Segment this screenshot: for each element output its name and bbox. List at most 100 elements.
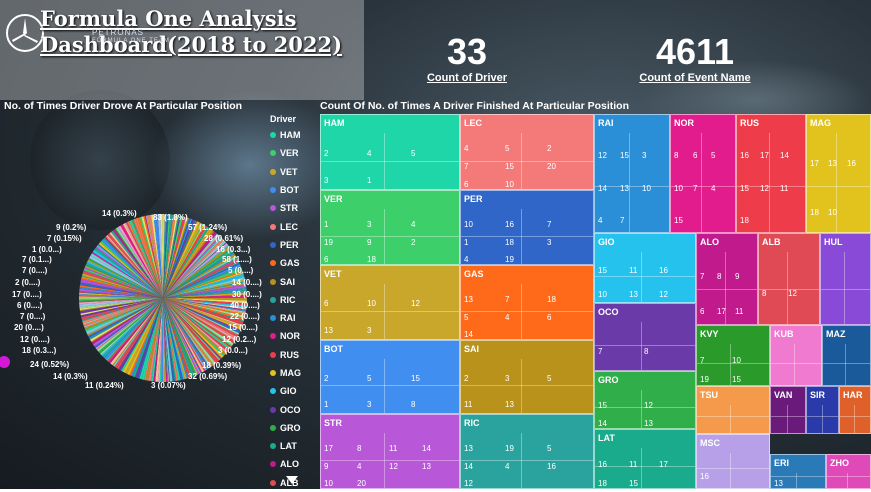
- pie-slice[interactable]: [124, 222, 163, 298]
- pie-slice[interactable]: [163, 298, 195, 377]
- pie-slice[interactable]: [163, 223, 204, 298]
- pie-slice[interactable]: [79, 298, 163, 302]
- treemap-tile-lec[interactable]: LEC 4 5 2 7 15 20 6 10: [460, 114, 594, 190]
- treemap-tile-oco[interactable]: OCO 7 8: [594, 303, 696, 371]
- pie-slice[interactable]: [163, 285, 247, 298]
- pie-slice[interactable]: [79, 298, 163, 303]
- pie-slice[interactable]: [163, 298, 246, 315]
- pie-slice[interactable]: [163, 298, 247, 308]
- pie-slice[interactable]: [163, 222, 203, 298]
- pie-slice[interactable]: [163, 249, 233, 298]
- treemap-tile-kvy[interactable]: KVY 7 10 19 15: [696, 325, 770, 386]
- treemap-tile-mag[interactable]: MAG 17 13 16 18 10: [806, 114, 871, 233]
- pie-slice[interactable]: [100, 298, 163, 355]
- pie-slice[interactable]: [163, 257, 238, 298]
- legend-item-bot[interactable]: BOT: [270, 181, 318, 199]
- pie-slice[interactable]: [79, 298, 163, 312]
- pie-slice[interactable]: [163, 298, 222, 360]
- pie-slice[interactable]: [163, 227, 211, 298]
- treemap-tile-vet[interactable]: VET 6 10 12 13 3: [320, 265, 460, 340]
- pie-slice[interactable]: [163, 298, 222, 359]
- pie-slice[interactable]: [101, 298, 163, 357]
- pie-slice[interactable]: [82, 298, 163, 324]
- pie-slice[interactable]: [163, 279, 246, 298]
- pie-slice[interactable]: [116, 298, 163, 370]
- pie-slice[interactable]: [163, 224, 205, 298]
- pie-slice[interactable]: [79, 298, 163, 308]
- pie-slice[interactable]: [163, 298, 231, 350]
- pie-slice[interactable]: [163, 298, 243, 329]
- pie-slice[interactable]: [163, 218, 193, 298]
- pie-slice[interactable]: [131, 219, 163, 298]
- pie-slice[interactable]: [163, 214, 167, 298]
- treemap-tile-nor[interactable]: NOR 8 6 5 10 7 4 15: [670, 114, 736, 233]
- pie-slice[interactable]: [161, 298, 163, 382]
- pie-slice[interactable]: [163, 298, 174, 382]
- pie-slice[interactable]: [163, 243, 229, 298]
- pie-slice[interactable]: [163, 298, 202, 374]
- pie-slice[interactable]: [163, 298, 224, 359]
- treemap-tile-sir[interactable]: SIR: [806, 386, 839, 434]
- legend-item-alb[interactable]: ALB: [270, 474, 318, 492]
- pie-slice[interactable]: [81, 276, 163, 298]
- legend-item-gas[interactable]: GAS: [270, 254, 318, 272]
- pie-slice[interactable]: [108, 298, 163, 364]
- pie-slice[interactable]: [163, 298, 203, 373]
- pie-slice[interactable]: [163, 220, 197, 298]
- treemap-tile-ric[interactable]: RIC 13 19 5 14 4 16 12: [460, 414, 594, 489]
- pie-slice[interactable]: [163, 298, 245, 321]
- pie-slice[interactable]: [163, 298, 198, 375]
- pie-slice[interactable]: [79, 291, 163, 298]
- pie-slice[interactable]: [163, 292, 247, 298]
- pie-slice[interactable]: [156, 214, 163, 298]
- pie-slice[interactable]: [163, 273, 244, 298]
- pie-slice[interactable]: [163, 298, 246, 316]
- pie-slice[interactable]: [79, 298, 163, 301]
- pie-slice[interactable]: [139, 298, 163, 380]
- treemap-tile-alo[interactable]: ALO 7 8 9 6 17 11: [696, 233, 758, 325]
- treemap-tile-van[interactable]: VAN: [770, 386, 806, 434]
- pie-slice[interactable]: [162, 213, 163, 298]
- pie-slice[interactable]: [163, 298, 197, 376]
- pie-slice[interactable]: [163, 298, 220, 361]
- pie-slice[interactable]: [84, 267, 163, 298]
- pie-slice[interactable]: [80, 298, 163, 316]
- treemap-tile-gas[interactable]: GAS 13 7 18 5 4 6 14: [460, 265, 594, 340]
- pie-slice[interactable]: [163, 298, 234, 346]
- legend-item-gro[interactable]: GRO: [270, 419, 318, 437]
- pie-slice[interactable]: [114, 298, 163, 369]
- pie-slice[interactable]: [79, 285, 163, 298]
- pie-slice[interactable]: [80, 279, 163, 298]
- pie-slice[interactable]: [163, 298, 208, 370]
- pie-slice[interactable]: [163, 214, 173, 298]
- pie-slice[interactable]: [104, 298, 163, 360]
- pie-slice[interactable]: [163, 220, 198, 298]
- pie-slice[interactable]: [144, 215, 163, 298]
- pie-slice[interactable]: [118, 298, 163, 371]
- pie-slice[interactable]: [163, 284, 247, 298]
- pie-slice[interactable]: [157, 214, 163, 298]
- pie-slice[interactable]: [163, 229, 213, 298]
- treemap-tile-ham[interactable]: HAM 2 4 5 3 1: [320, 114, 460, 190]
- treemap-tile-maz[interactable]: MAZ: [822, 325, 871, 386]
- pie-slice[interactable]: [143, 215, 163, 298]
- pie-slice[interactable]: [163, 268, 243, 298]
- pie-slice[interactable]: [92, 298, 163, 347]
- pie-slice[interactable]: [80, 282, 163, 298]
- pie-slice[interactable]: [163, 298, 170, 382]
- pie-slice[interactable]: [163, 227, 210, 298]
- pie-slice[interactable]: [102, 298, 163, 358]
- treemap-tile-ver[interactable]: VER 1 3 4 19 9 2 6 18: [320, 190, 460, 265]
- pie-slice[interactable]: [84, 298, 163, 328]
- pie-slice[interactable]: [79, 295, 163, 298]
- pie-slice[interactable]: [94, 298, 164, 349]
- pie-slice[interactable]: [80, 281, 163, 299]
- pie-slice[interactable]: [163, 298, 232, 349]
- pie-slice[interactable]: [137, 298, 163, 379]
- pie-slice[interactable]: [81, 275, 163, 298]
- pie-slice[interactable]: [163, 298, 181, 381]
- treemap-tile-gio[interactable]: GIO 15 11 16 10 13 12: [594, 233, 696, 303]
- pie-slice[interactable]: [115, 227, 163, 298]
- pie-slice[interactable]: [163, 298, 247, 310]
- legend-scroll-down-icon[interactable]: [286, 476, 298, 484]
